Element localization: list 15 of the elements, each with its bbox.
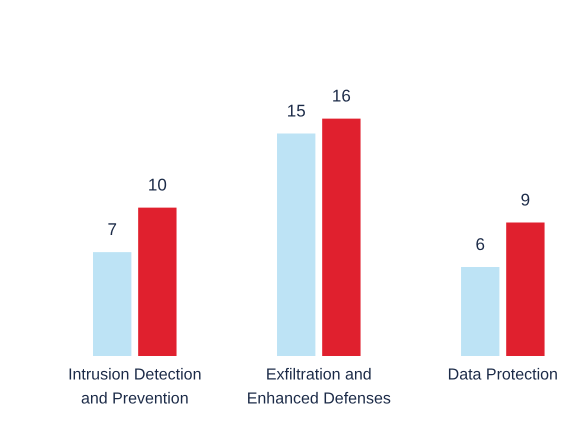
data-label: 15 [286,102,306,120]
bar [277,134,316,356]
data-label: 10 [148,176,167,195]
x-tick-label: Data Protection [448,366,558,384]
bar [138,208,177,356]
x-tick-label: Exfiltration and Enhanced Defenses [246,366,391,408]
data-label: 16 [332,86,351,106]
data-label: 9 [520,190,530,210]
bar [322,118,361,356]
data-label: 7 [107,220,117,240]
bar [506,222,545,356]
bar [461,267,500,356]
x-tick-label: Intrusion Detection and Prevention [68,366,202,408]
bar [92,252,132,356]
data-label: 6 [475,235,485,254]
